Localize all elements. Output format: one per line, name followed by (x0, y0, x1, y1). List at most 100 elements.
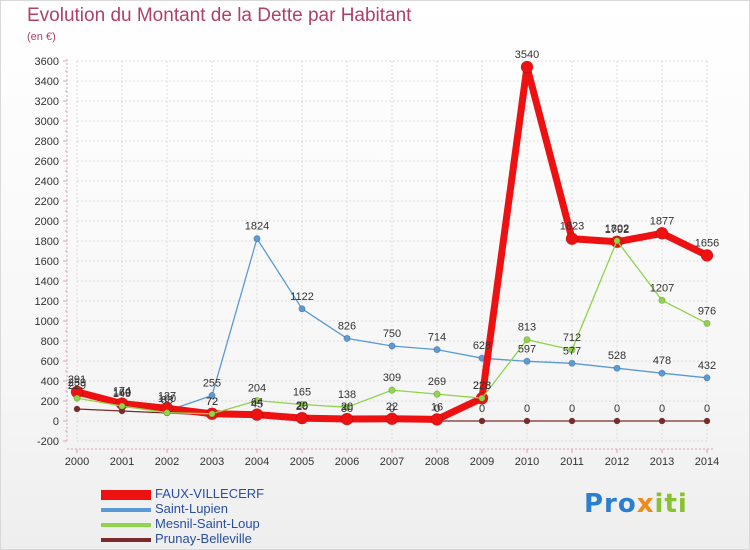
data-point (703, 417, 711, 425)
x-tick-label: 2000 (65, 456, 89, 468)
point-label: 30 (341, 403, 353, 415)
point-label: 160 (113, 387, 131, 399)
y-tick-label: 2600 (35, 156, 59, 168)
data-point (433, 390, 441, 398)
point-label: 0 (614, 403, 620, 415)
point-label: 0 (659, 403, 665, 415)
data-point (568, 346, 576, 354)
point-label: 826 (338, 320, 356, 332)
point-label: 174 (113, 386, 131, 398)
data-point (658, 417, 666, 425)
point-label: 291 (68, 374, 86, 386)
y-tick-label: 2800 (35, 136, 59, 148)
y-tick-label: 2200 (35, 196, 59, 208)
data-point (478, 417, 486, 425)
x-tick-label: 2012 (605, 456, 629, 468)
point-label: 750 (383, 328, 401, 340)
y-tick-label: 1600 (35, 256, 59, 268)
x-tick-label: 2006 (335, 456, 359, 468)
data-point (568, 359, 576, 367)
legend-swatch (101, 537, 151, 543)
data-point (523, 336, 531, 344)
y-tick-label: 1000 (35, 316, 59, 328)
data-point (613, 364, 621, 372)
point-label: 714 (428, 332, 446, 344)
point-label: 259 (68, 377, 86, 389)
data-point (388, 342, 396, 350)
y-tick-label: 1200 (35, 296, 59, 308)
point-label: 3540 (515, 49, 539, 61)
legend-label: FAUX-VILLECERF (155, 486, 265, 501)
data-point (295, 411, 309, 425)
series-mesnil-saint-loup (73, 237, 711, 418)
point-label: 20 (296, 401, 308, 413)
data-point (568, 417, 576, 425)
point-label: 712 (563, 332, 581, 344)
point-label: 72 (206, 396, 218, 408)
data-point (565, 232, 579, 245)
data-point (208, 391, 216, 399)
data-point (520, 60, 534, 74)
y-tick-label: 400 (41, 376, 59, 388)
x-tick-label: 2013 (650, 456, 674, 468)
data-point (613, 237, 621, 245)
y-tick-label: 1800 (35, 236, 59, 248)
data-point (430, 413, 444, 426)
point-label: 976 (698, 305, 716, 317)
point-label: 269 (428, 376, 446, 388)
data-point (118, 402, 126, 410)
point-label: 149 (113, 388, 131, 400)
point-label: 432 (698, 360, 716, 372)
data-point (658, 296, 666, 304)
y-tick-label: 2000 (35, 216, 59, 228)
point-label: 29 (296, 400, 308, 412)
point-label: 204 (248, 383, 266, 395)
logo-part-1: Pro (584, 489, 637, 519)
point-label: 100 (158, 393, 176, 405)
legend-label: Saint-Lupien (155, 501, 228, 516)
point-label: 0 (569, 403, 575, 415)
x-tick-label: 2014 (695, 456, 719, 468)
data-point (253, 235, 261, 243)
x-tick-label: 2011 (560, 456, 584, 468)
grid-lines (76, 60, 708, 442)
point-label: 597 (518, 343, 536, 355)
data-point (343, 334, 351, 342)
data-point (208, 410, 216, 418)
point-label: 0 (704, 403, 710, 415)
point-label: 1802 (605, 223, 629, 235)
legend-label: Mesnil-Saint-Loup (155, 516, 260, 531)
data-point (343, 403, 351, 411)
x-tick-label: 2003 (200, 456, 224, 468)
data-point (73, 405, 81, 413)
point-label: 628 (473, 340, 491, 352)
point-label: 1792 (605, 224, 629, 236)
point-label: 45 (251, 399, 263, 411)
point-label: 813 (518, 322, 536, 334)
y-tick-label: 3600 (35, 56, 59, 68)
x-tick-label: 2005 (290, 456, 314, 468)
y-tick-label: 1400 (35, 276, 59, 288)
point-label: 309 (383, 372, 401, 384)
point-label: 0 (434, 403, 440, 415)
point-label: 165 (293, 387, 311, 399)
data-point (658, 369, 666, 377)
point-label: 1823 (560, 221, 584, 233)
point-label: 228 (473, 380, 491, 392)
point-label: 127 (158, 390, 176, 402)
data-point (73, 394, 81, 402)
point-label: 20 (341, 401, 353, 413)
data-point (613, 417, 621, 425)
y-tick-label: 3400 (35, 76, 59, 88)
point-label: 64 (251, 397, 263, 409)
data-point (433, 346, 441, 354)
data-point (163, 409, 171, 417)
y-tick-label: 200 (41, 396, 59, 408)
proxiti-logo: Proxiti (584, 489, 688, 519)
point-label: 1656 (695, 237, 719, 249)
point-label: 16 (431, 401, 443, 413)
point-label: 255 (203, 378, 221, 390)
point-label: 0 (524, 403, 530, 415)
point-label: 228 (473, 380, 491, 392)
